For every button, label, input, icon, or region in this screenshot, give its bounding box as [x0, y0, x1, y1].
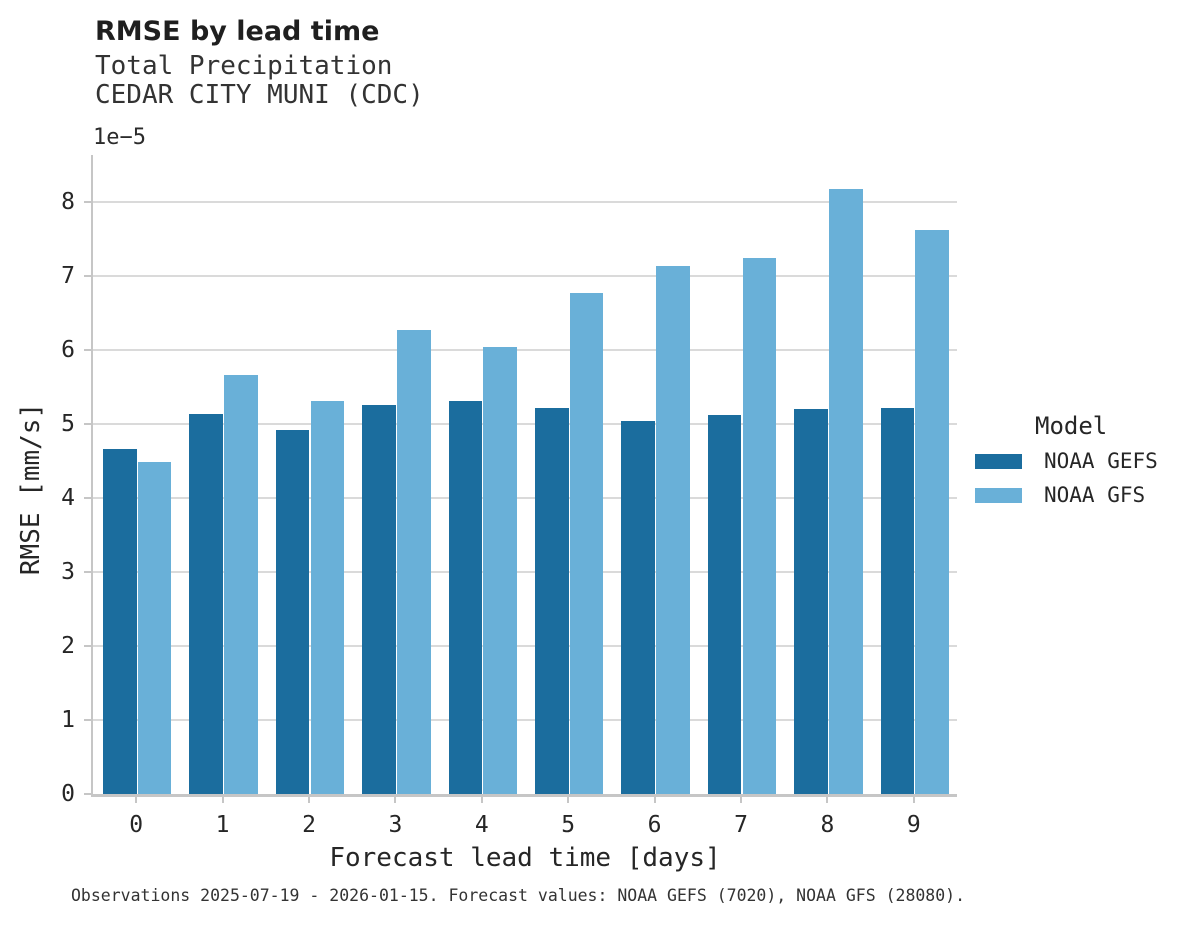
- x-tick: [740, 797, 742, 803]
- y-tick: [84, 719, 91, 722]
- x-tick: [567, 797, 570, 803]
- y-tick: [84, 275, 91, 278]
- x-tick: [135, 797, 138, 803]
- bar-noaa-gefs-lead-3: [362, 404, 396, 794]
- y-tick: [84, 645, 91, 648]
- chart-subtitle-station: CEDAR CITY MUNI (CDC): [95, 80, 424, 110]
- y-tick: [84, 349, 91, 352]
- bar-noaa-gfs-lead-9: [915, 230, 949, 794]
- legend-swatch-noaa-gfs: [975, 488, 1022, 503]
- gridline: [93, 275, 957, 278]
- gridline: [93, 571, 957, 574]
- legend-swatch-noaa-gefs: [975, 454, 1022, 469]
- y-tick-label: 6: [61, 337, 75, 364]
- bar-noaa-gfs-lead-6: [656, 265, 690, 794]
- bar-noaa-gefs-lead-4: [448, 400, 483, 794]
- bar-noaa-gefs-lead-5: [535, 407, 569, 794]
- x-axis-title: Forecast lead time [days]: [329, 843, 721, 873]
- x-tick-label: 0: [129, 812, 144, 838]
- bar-noaa-gefs-lead-6: [621, 420, 655, 794]
- caption: Observations 2025-07-19 - 2026-01-15. Fo…: [71, 886, 966, 905]
- chart-title: RMSE by lead time: [95, 16, 380, 47]
- bar-noaa-gfs-lead-0: [137, 461, 172, 794]
- bar-noaa-gefs-lead-9: [880, 407, 915, 794]
- bar-noaa-gfs-lead-5: [569, 293, 604, 794]
- y-tick: [84, 201, 91, 204]
- x-tick-label: 2: [302, 812, 316, 838]
- y-tick-label: 5: [61, 411, 75, 438]
- y-tick: [84, 423, 91, 426]
- y-tick: [84, 793, 91, 795]
- bar-noaa-gefs-lead-8: [794, 409, 828, 794]
- y-axis-spine: [91, 155, 93, 796]
- bar-noaa-gfs-lead-3: [397, 330, 431, 794]
- legend-title: Model: [1035, 412, 1108, 440]
- x-tick-label: 6: [647, 812, 662, 838]
- y-tick-label: 4: [61, 485, 75, 512]
- y-tick-label: 8: [61, 189, 75, 216]
- y-tick-label: 2: [61, 633, 75, 660]
- legend-label-noaa-gefs: NOAA GEFS: [1044, 449, 1158, 473]
- x-tick: [912, 797, 915, 803]
- y-tick: [84, 571, 91, 574]
- x-tick: [826, 797, 829, 803]
- x-tick: [480, 797, 483, 803]
- gridline: [93, 201, 957, 204]
- x-tick: [221, 797, 224, 803]
- bar-noaa-gefs-lead-0: [103, 448, 137, 794]
- bar-noaa-gfs-lead-7: [742, 257, 777, 794]
- gridline: [93, 645, 957, 648]
- y-axis-offset-label: 1e−5: [93, 125, 146, 150]
- y-tick-label: 0: [61, 781, 75, 807]
- x-tick-label: 7: [734, 812, 748, 838]
- x-tick-label: 4: [474, 812, 489, 838]
- x-tick-label: 8: [820, 812, 835, 838]
- gridline: [93, 497, 957, 500]
- y-axis-title: RMSE [mm/s]: [16, 402, 46, 576]
- y-tick: [84, 497, 91, 500]
- bar-noaa-gfs-lead-1: [224, 374, 258, 794]
- y-tick-label: 7: [61, 263, 75, 290]
- bar-noaa-gefs-lead-2: [275, 430, 310, 794]
- x-tick: [394, 797, 397, 803]
- bar-noaa-gefs-lead-7: [707, 415, 742, 794]
- gridline: [93, 349, 957, 352]
- x-tick: [308, 797, 310, 803]
- x-tick-label: 9: [906, 812, 921, 838]
- plot-area: 0 1 2 3 4 5 6 7 8 0 1 2 3 4 5 6 7 8 9: [61, 155, 957, 838]
- x-axis-spine: [91, 794, 957, 797]
- bar-noaa-gfs-lead-2: [310, 400, 345, 794]
- gridline: [93, 719, 957, 722]
- x-tick-label: 1: [215, 812, 230, 838]
- y-tick-label: 3: [61, 559, 75, 586]
- chart-subtitle-variable: Total Precipitation: [95, 51, 393, 81]
- x-tick: [653, 797, 656, 803]
- gridline: [93, 423, 957, 426]
- x-tick-label: 5: [561, 812, 576, 838]
- bar-noaa-gfs-lead-8: [829, 189, 863, 794]
- bar-noaa-gfs-lead-4: [483, 347, 517, 794]
- x-tick-label: 3: [388, 812, 403, 838]
- y-tick-label: 1: [61, 707, 75, 734]
- bar-noaa-gefs-lead-1: [189, 413, 223, 794]
- legend-label-noaa-gfs: NOAA GFS: [1044, 483, 1146, 507]
